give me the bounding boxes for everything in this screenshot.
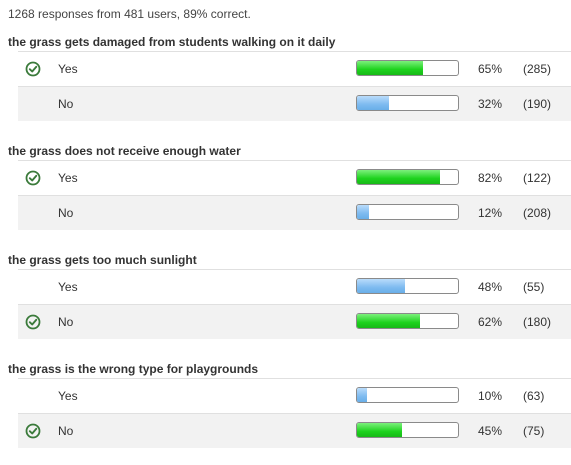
answer-row: No 12% (208) — [18, 195, 571, 230]
question-title: the grass does not receive enough water — [8, 144, 241, 158]
check-circle-icon — [25, 314, 41, 330]
question-title: the grass gets damaged from students wal… — [8, 35, 336, 49]
result-bar-fill — [357, 388, 368, 402]
answer-percent: 32% — [477, 97, 502, 111]
answer-row: Yes 48% (55) — [18, 269, 571, 304]
answer-count: (63) — [523, 389, 545, 403]
answer-percent: 62% — [477, 315, 502, 329]
result-bar — [356, 313, 459, 329]
check-circle-icon — [25, 423, 41, 439]
answer-row: No 45% (75) — [18, 413, 571, 448]
answer-percent: 45% — [477, 424, 502, 438]
answer-count: (180) — [523, 315, 552, 329]
check-circle-icon — [25, 61, 41, 77]
result-bar — [356, 95, 459, 111]
answer-count: (75) — [523, 424, 545, 438]
check-circle-icon — [25, 170, 41, 186]
answer-row: Yes 82% (122) — [18, 160, 571, 195]
result-bar-fill — [357, 423, 403, 437]
answer-label: No — [58, 97, 74, 111]
answer-label: No — [58, 206, 74, 220]
result-bar-fill — [357, 314, 420, 328]
answer-label: Yes — [58, 62, 78, 76]
answer-percent: 65% — [477, 62, 502, 76]
answer-percent: 48% — [477, 280, 502, 294]
answer-row: No 32% (190) — [18, 86, 571, 121]
result-bar-fill — [357, 96, 390, 110]
result-bar-fill — [357, 170, 440, 184]
answer-label: Yes — [58, 389, 78, 403]
answer-row: No 62% (180) — [18, 304, 571, 339]
answer-count: (122) — [523, 171, 552, 185]
answer-count: (55) — [523, 280, 545, 294]
question-title: the grass is the wrong type for playgrou… — [8, 362, 259, 376]
result-bar-fill — [357, 61, 423, 75]
result-bar-fill — [357, 205, 370, 219]
answer-count: (208) — [523, 206, 552, 220]
answer-label: Yes — [58, 171, 78, 185]
answer-percent: 82% — [477, 171, 502, 185]
answer-count: (285) — [523, 62, 552, 76]
result-bar — [356, 387, 459, 403]
result-bar — [356, 422, 459, 438]
result-bar — [356, 60, 459, 76]
question-title: the grass gets too much sunlight — [8, 253, 197, 267]
result-bar — [356, 204, 459, 220]
answer-count: (190) — [523, 97, 552, 111]
answer-label: No — [58, 424, 74, 438]
result-bar — [356, 278, 459, 294]
answer-label: Yes — [58, 280, 78, 294]
answer-row: Yes 65% (285) — [18, 51, 571, 86]
answer-percent: 10% — [477, 389, 502, 403]
results-summary: 1268 responses from 481 users, 89% corre… — [8, 7, 251, 21]
result-bar-fill — [357, 279, 406, 293]
answer-row: Yes 10% (63) — [18, 378, 571, 413]
answer-label: No — [58, 315, 74, 329]
answer-percent: 12% — [477, 206, 502, 220]
result-bar — [356, 169, 459, 185]
